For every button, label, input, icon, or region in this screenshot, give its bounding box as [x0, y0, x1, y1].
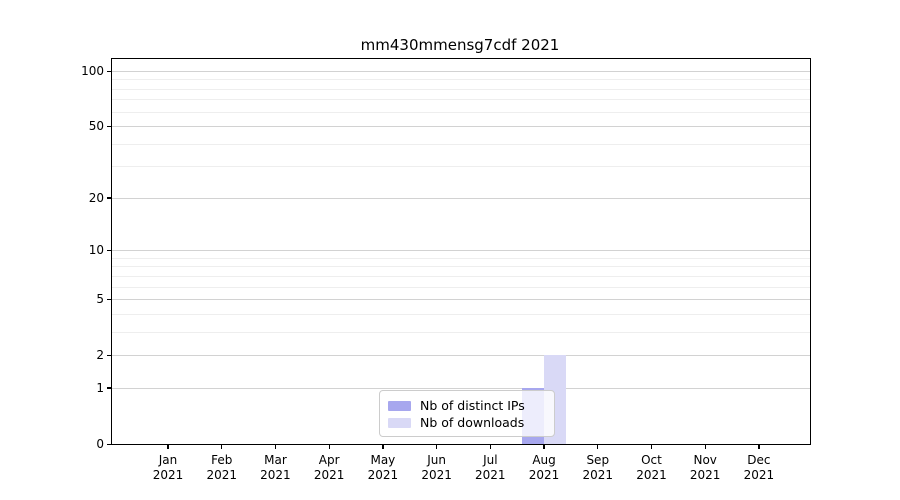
- minor-gridline: [112, 111, 810, 113]
- x-tick-month: Oct: [641, 453, 662, 467]
- x-tick-mark: [597, 445, 599, 450]
- x-tick-year: 2021: [260, 468, 291, 482]
- legend-swatch: [388, 417, 411, 428]
- legend-entry: Nb of downloads: [388, 414, 546, 431]
- x-tick-year: 2021: [582, 468, 614, 482]
- x-tick-month: Dec: [747, 453, 771, 467]
- x-tick-month: Feb: [211, 453, 233, 467]
- x-tick-year: 2021: [421, 468, 452, 482]
- x-tick-month: May: [370, 453, 396, 467]
- x-tick-mark: [328, 445, 330, 450]
- legend: Nb of distinct IPs Nb of downloads: [379, 390, 555, 437]
- x-tick-label: Nov 2021: [677, 453, 733, 483]
- y-tick-label: 5: [96, 292, 104, 307]
- x-tick-year: 2021: [743, 468, 775, 482]
- x-tick-label: Sep 2021: [570, 453, 626, 483]
- minor-gridline: [112, 257, 810, 259]
- x-tick-label: Jan 2021: [140, 453, 196, 483]
- major-gridline: [112, 355, 810, 357]
- x-tick-year: 2021: [313, 468, 345, 482]
- minor-gridline: [112, 88, 810, 90]
- y-tick-label: 0: [96, 437, 104, 451]
- major-gridline: [112, 299, 810, 301]
- major-gridline: [112, 387, 810, 389]
- x-tick-year: 2021: [528, 468, 560, 482]
- x-tick-label: Jul 2021: [462, 453, 518, 483]
- minor-gridline: [112, 99, 810, 101]
- x-tick-label: Aug 2021: [516, 453, 572, 483]
- y-tick-label: 1: [96, 380, 104, 395]
- x-tick-month: Jul: [483, 453, 498, 467]
- x-tick-mark: [758, 445, 760, 450]
- x-tick-year: 2021: [152, 468, 184, 482]
- x-tick-label: Apr 2021: [301, 453, 357, 483]
- x-tick-label: Oct 2021: [623, 453, 679, 483]
- y-tick-label: 50: [88, 119, 104, 134]
- minor-gridline: [112, 166, 810, 168]
- x-tick-month: Nov: [693, 453, 717, 467]
- x-tick-month: Jun: [427, 453, 446, 467]
- x-tick-mark: [704, 445, 706, 450]
- minor-gridline: [112, 143, 810, 145]
- x-tick-label: Jun 2021: [409, 453, 465, 483]
- major-gridline: [112, 126, 810, 128]
- legend-label: Nb of downloads: [420, 415, 525, 430]
- y-tick-mark: [107, 125, 111, 128]
- x-tick-label: Feb 2021: [194, 453, 250, 483]
- minor-gridline: [112, 79, 810, 81]
- legend-entry: Nb of distinct IPs: [388, 397, 546, 414]
- y-tick-label: 2: [96, 348, 104, 363]
- major-gridline: [112, 71, 810, 72]
- x-tick-month: Aug: [532, 453, 556, 467]
- x-tick-month: Mar: [264, 453, 287, 467]
- x-tick-month: Apr: [318, 453, 340, 467]
- major-gridline: [112, 197, 810, 199]
- chart-title: mm430mmensg7cdf 2021: [360, 36, 560, 54]
- x-tick-label: Mar 2021: [247, 453, 303, 483]
- major-gridline: [112, 250, 810, 252]
- x-tick-year: 2021: [367, 468, 399, 482]
- y-tick-mark: [107, 443, 111, 445]
- x-tick-year: 2021: [636, 468, 667, 482]
- x-tick-mark: [167, 445, 169, 450]
- x-tick-mark: [650, 445, 653, 450]
- x-tick-mark: [274, 445, 277, 450]
- x-tick-mark: [436, 445, 438, 450]
- y-tick-label: 20: [88, 190, 104, 205]
- x-tick-mark: [382, 445, 384, 450]
- x-tick-year: 2021: [206, 468, 237, 482]
- plot-area: 0 1 2 5 10 20 50 100 Jan 2021 Feb 2021 Mar 2021 Apr 202…: [81, 58, 811, 482]
- y-tick-mark: [107, 387, 111, 389]
- y-tick-mark: [107, 354, 111, 356]
- x-tick-month: Sep: [586, 453, 610, 467]
- legend-swatch: [388, 400, 411, 411]
- minor-gridline: [112, 313, 810, 315]
- y-tick-label: 100: [81, 64, 104, 78]
- x-tick-mark: [489, 445, 492, 450]
- x-tick-mark: [221, 445, 223, 450]
- minor-gridline: [112, 331, 810, 333]
- x-tick-year: 2021: [475, 468, 506, 482]
- x-tick-mark: [543, 445, 545, 450]
- legend-label: Nb of distinct IPs: [420, 398, 525, 413]
- minor-gridline: [112, 286, 810, 288]
- y-tick-mark: [107, 249, 111, 251]
- y-tick-label: 10: [88, 243, 104, 258]
- x-tick-label: Dec 2021: [731, 453, 787, 483]
- y-tick-mark: [107, 298, 111, 300]
- minor-gridline: [112, 266, 810, 268]
- x-tick-year: 2021: [689, 468, 721, 482]
- x-tick-label: May 2021: [355, 453, 411, 483]
- minor-gridline: [112, 275, 810, 277]
- x-tick-month: Jan: [158, 453, 178, 467]
- y-tick-mark: [107, 197, 111, 199]
- y-tick-mark: [107, 70, 111, 72]
